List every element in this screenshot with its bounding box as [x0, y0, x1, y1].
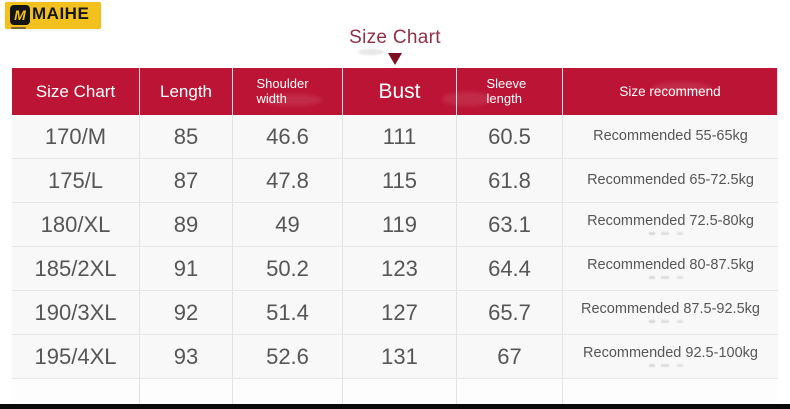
table-row: 190/3XL 92 51.4 127 65.7 Recommended 87.… — [12, 291, 778, 335]
cell-recommend: Recommended 80-87.5kg — [563, 247, 778, 290]
bottom-black-bar — [0, 404, 790, 409]
header-size-recommend: Size recommend — [563, 68, 778, 115]
table-row: 170/M 85 46.6 111 60.5 Recommended 55-65… — [12, 115, 778, 159]
brand-name: MAIHE — [32, 4, 90, 23]
cell-sleeve: 61.8 — [457, 159, 563, 202]
table-row: 175/L 87 47.8 115 61.8 Recommended 65-72… — [12, 159, 778, 203]
cell-recommend: Recommended 55-65kg — [593, 127, 748, 144]
cell-length: 87 — [140, 159, 233, 202]
table-row: 185/2XL 91 50.2 123 64.4 Recommended 80-… — [12, 247, 778, 291]
cell-bust: 115 — [343, 159, 457, 202]
size-chart-table: Size Chart Length Shoulder width Bust Sl… — [12, 68, 778, 405]
cell-shoulder: 50.2 — [233, 247, 343, 290]
cell-length: 89 — [140, 203, 233, 246]
cell-recommend: Recommended 65-72.5kg — [587, 171, 754, 188]
cell-size: 175/L — [12, 159, 140, 202]
cell-sleeve: 65.7 — [457, 291, 563, 334]
header-size: Size Chart — [12, 68, 140, 115]
table-header-row: Size Chart Length Shoulder width Bust Sl… — [12, 68, 778, 115]
cell-size: 180/XL — [12, 203, 140, 246]
header-sleeve-length: Sleeve length — [457, 68, 563, 115]
cell-bust: 111 — [343, 115, 457, 158]
header-shoulder-width-label: Shoulder width — [256, 75, 309, 106]
cell-length: 85 — [140, 115, 233, 158]
header-length: Length — [140, 68, 233, 115]
table-body: 170/M 85 46.6 111 60.5 Recommended 55-65… — [12, 115, 778, 379]
arrow-down-icon — [388, 53, 402, 65]
cell-recommend: Recommended 87.5-92.5kg — [563, 291, 778, 334]
cell-bust: 127 — [343, 291, 457, 334]
cell-length: 91 — [140, 247, 233, 290]
cell-shoulder: 47.8 — [233, 159, 343, 202]
title-block: Size Chart — [0, 27, 790, 65]
brand-m-icon: M — [10, 4, 30, 29]
table-row: 180/XL 89 49 119 63.1 Recommended 72.5-8… — [12, 203, 778, 247]
cell-sleeve: 63.1 — [457, 203, 563, 246]
cell-recommend: Recommended 92.5-100kg — [563, 335, 778, 378]
cell-size: 190/3XL — [12, 291, 140, 334]
watermark-smudge — [358, 49, 384, 55]
cell-bust: 123 — [343, 247, 457, 290]
cell-sleeve: 64.4 — [457, 247, 563, 290]
table-row: 195/4XL 93 52.6 131 67 Recommended 92.5-… — [12, 335, 778, 379]
cell-length: 93 — [140, 335, 233, 378]
cell-length: 92 — [140, 291, 233, 334]
cell-size: 170/M — [12, 115, 140, 158]
cell-sleeve: 60.5 — [457, 115, 563, 158]
header-shoulder-width: Shoulder width — [233, 68, 343, 115]
cell-shoulder: 51.4 — [233, 291, 343, 334]
cell-shoulder: 52.6 — [233, 335, 343, 378]
header-sleeve-length-label: Sleeve length — [486, 75, 527, 106]
page-title: Size Chart — [349, 27, 441, 48]
header-bust: Bust — [343, 68, 457, 115]
cell-shoulder: 46.6 — [233, 115, 343, 158]
table-empty-row — [12, 379, 778, 405]
cell-size: 195/4XL — [12, 335, 140, 378]
cell-bust: 131 — [343, 335, 457, 378]
cell-sleeve: 67 — [457, 335, 563, 378]
brand-logo: M MAIHE — [5, 2, 101, 29]
cell-shoulder: 49 — [233, 203, 343, 246]
cell-recommend: Recommended 72.5-80kg — [563, 203, 778, 246]
cell-size: 185/2XL — [12, 247, 140, 290]
cell-bust: 119 — [343, 203, 457, 246]
